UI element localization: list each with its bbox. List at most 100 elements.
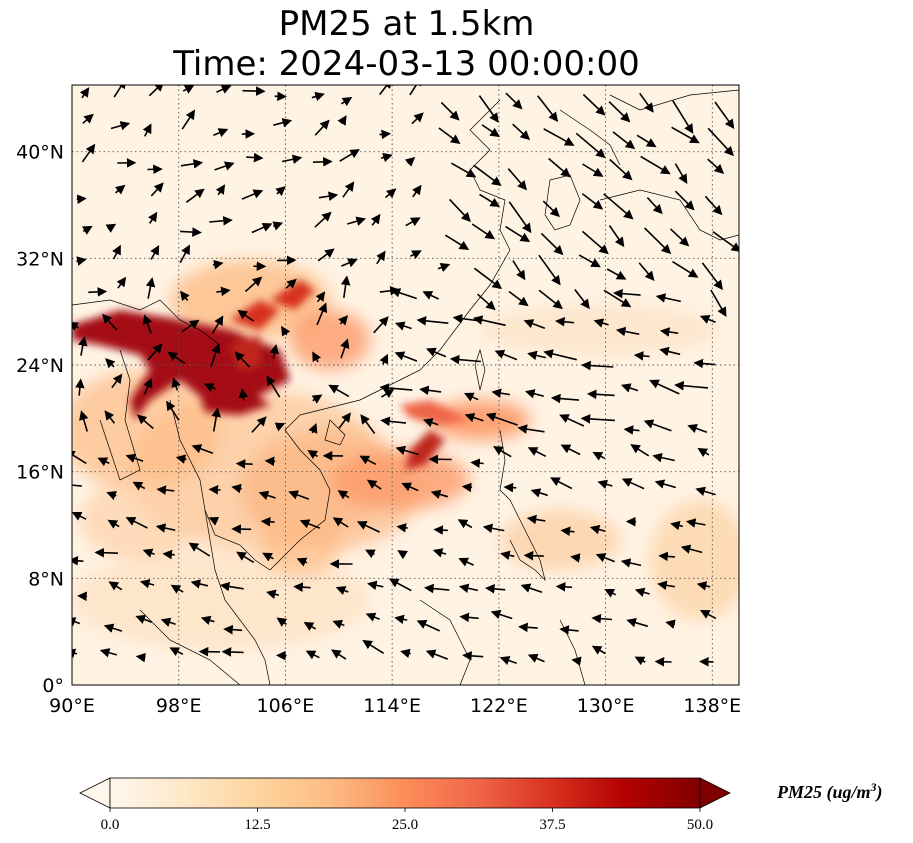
wind-arrow: [105, 358, 116, 369]
wind-arrow: [606, 268, 627, 280]
wind-arrow: [332, 517, 349, 528]
wind-arrow: [338, 412, 351, 429]
wind-arrow: [707, 158, 725, 174]
wind-arrow: [136, 414, 154, 430]
wind-arrow: [75, 378, 85, 396]
wind-arrow: [99, 648, 118, 658]
wind-arrow: [697, 447, 710, 458]
wind-arrow: [646, 197, 663, 215]
wind-arrow: [687, 423, 708, 434]
colorbar-tick-label: 37.5: [539, 817, 565, 833]
wind-arrow: [150, 245, 160, 260]
wind-arrow: [356, 521, 381, 533]
wind-arrow: [639, 92, 654, 113]
wind-arrow: [649, 379, 680, 395]
wind-arrow: [180, 227, 202, 237]
wind-arrow: [591, 645, 606, 655]
wind-arrow: [630, 444, 650, 457]
wind-arrow: [473, 164, 502, 187]
wind-arrow: [542, 200, 560, 218]
wind-arrow: [659, 346, 681, 357]
wind-arrow: [508, 201, 532, 234]
wind-arrow: [470, 458, 484, 468]
wind-arrow: [582, 93, 606, 116]
wind-arrow: [430, 489, 449, 500]
lon-tick-label: 130°E: [577, 695, 635, 717]
wind-arrow: [411, 112, 424, 125]
wind-arrow: [236, 551, 255, 564]
wind-arrow: [674, 163, 688, 184]
wind-arrow: [422, 418, 439, 428]
wind-arrow: [659, 327, 679, 337]
lon-tick-label: 138°E: [683, 695, 741, 717]
wind-arrow: [125, 453, 144, 463]
wind-arrow: [312, 351, 322, 363]
wind-arrow: [342, 181, 355, 198]
wind-arrow: [401, 482, 419, 492]
wind-arrow: [238, 388, 249, 401]
wind-arrow: [97, 457, 110, 467]
colorbar-extend-low: [79, 777, 111, 809]
wind-arrow: [155, 523, 176, 533]
wind-arrow: [685, 518, 706, 528]
wind-arrow: [657, 580, 675, 591]
wind-arrow: [210, 343, 221, 368]
wind-arrow: [396, 523, 408, 533]
wind-arrow: [405, 217, 421, 227]
wind-arrow: [260, 516, 275, 527]
wind-arrow: [340, 338, 350, 359]
wind-arrow: [314, 211, 332, 228]
wind-arrow: [394, 321, 412, 331]
wind-arrow: [432, 548, 447, 558]
wind-arrow: [379, 383, 413, 393]
wind-arrow: [340, 275, 351, 299]
wind-arrow: [209, 216, 233, 226]
wind-arrow: [72, 321, 80, 331]
wind-arrow: [81, 143, 96, 163]
wind-arrow: [142, 548, 155, 558]
wind-arrow: [169, 647, 184, 657]
wind-vectors: [72, 85, 739, 667]
wind-arrow: [216, 85, 232, 94]
wind-arrow: [160, 617, 176, 627]
wind-arrow: [251, 222, 273, 234]
wind-arrow: [81, 225, 93, 235]
wind-arrow: [462, 651, 484, 661]
wind-arrow: [145, 277, 156, 299]
wind-arrow: [337, 115, 347, 126]
wind-arrow: [339, 149, 360, 162]
wind-arrow: [693, 358, 716, 369]
wind-arrow: [520, 583, 543, 594]
wind-arrow: [527, 653, 545, 663]
wind-arrow: [379, 353, 389, 365]
wind-arrow: [274, 422, 286, 432]
wind-arrow: [575, 132, 606, 159]
wind-arrow: [116, 276, 127, 289]
wind-arrow: [674, 380, 709, 391]
wind-arrow: [212, 259, 224, 270]
wind-arrow: [654, 479, 677, 489]
wind-arrow: [540, 232, 564, 256]
wind-arrow: [162, 549, 175, 560]
lon-tick-label: 98°E: [156, 695, 202, 717]
wind-arrow: [593, 318, 609, 328]
lat-tick-label: 0°: [42, 675, 64, 697]
map-title-line2: Time: 2024-03-13 00:00:00: [173, 44, 640, 84]
wind-arrow: [512, 260, 526, 281]
wind-arrow: [264, 456, 276, 467]
wind-arrow: [479, 193, 501, 208]
wind-arrow: [108, 581, 123, 591]
wind-arrow: [505, 92, 523, 110]
wind-arrow: [589, 524, 606, 535]
wind-arrow: [714, 101, 735, 130]
wind-arrow: [409, 85, 423, 96]
wind-arrow: [288, 490, 310, 500]
wind-arrow: [559, 625, 579, 635]
wind-arrow: [530, 488, 548, 498]
wind-arrow: [440, 101, 460, 121]
wind-arrow: [308, 423, 318, 434]
colorbar-tick-label: 12.5: [244, 817, 270, 833]
wind-arrow: [380, 416, 407, 427]
wind-arrow: [464, 412, 484, 423]
wind-arrow: [444, 234, 470, 250]
